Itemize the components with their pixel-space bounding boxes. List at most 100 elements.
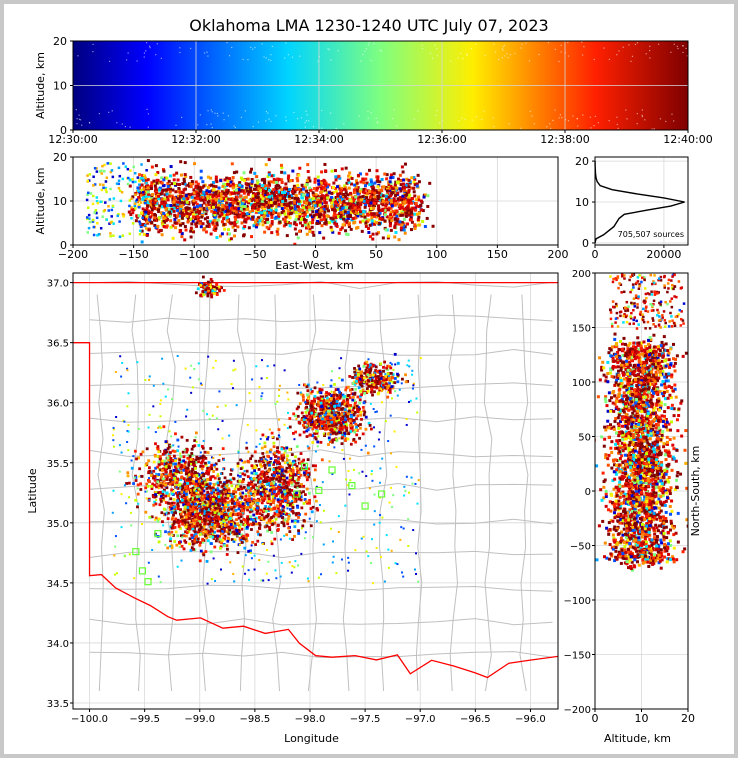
ew-source-point: [371, 204, 375, 208]
map-source-point: [279, 465, 283, 469]
map-source-point: [200, 511, 204, 515]
ew-source-point: [270, 231, 274, 235]
map-source-point: [287, 503, 291, 507]
ew-source-point: [327, 209, 331, 213]
map-source-point: [217, 495, 221, 499]
ew-source-point: [105, 176, 109, 180]
ew-source-point: [253, 205, 257, 209]
ew-source-point: [153, 199, 157, 203]
ew-source-point: [295, 197, 299, 201]
ew-source-point: [298, 202, 302, 206]
map-source-point: [221, 530, 225, 533]
ew-source-point: [227, 206, 231, 210]
map-source-point: [225, 488, 228, 492]
ew-source-point: [410, 220, 414, 224]
time-gap-mark: [285, 116, 287, 118]
map-source-point: [271, 495, 275, 498]
time-gap-mark: [327, 48, 329, 50]
ew-source-point: [341, 201, 345, 205]
ew-source-point: [297, 208, 301, 212]
ew-source-point: [415, 184, 419, 188]
time-gap-mark: [630, 60, 632, 62]
ew-source-point: [161, 168, 165, 172]
ew-source-point: [279, 163, 283, 167]
ew-source-point: [169, 219, 173, 223]
time-gap-mark: [231, 46, 233, 49]
map-source-point: [254, 459, 258, 463]
ew-source-point: [138, 220, 141, 224]
ew-source-point: [331, 217, 335, 221]
map-source-point: [260, 501, 264, 505]
ew-source-point: [216, 189, 220, 193]
time-gap-mark: [317, 60, 319, 62]
ew-source-point: [214, 226, 218, 230]
ew-source-point: [218, 214, 222, 218]
ew-source-point: [241, 200, 245, 204]
ew-source-point: [199, 169, 203, 173]
map-source-point: [269, 448, 273, 452]
ew-source-point: [140, 188, 143, 192]
map-source-point: [299, 491, 303, 495]
ew-source-point: [261, 223, 265, 227]
map-source-point: [210, 542, 213, 546]
ew-source-point: [302, 200, 306, 204]
map-source-point: [252, 484, 256, 488]
ew-source-point: [400, 212, 404, 216]
map-source-point: [221, 539, 225, 542]
time-gap-mark: [521, 43, 523, 45]
map-source-point: [216, 492, 220, 496]
ew-source-point: [360, 214, 364, 218]
ew-source-point: [207, 206, 211, 210]
map-source-point: [207, 501, 211, 505]
ew-source-point: [265, 194, 269, 198]
map-source-point: [272, 474, 276, 477]
ew-source-point: [305, 205, 309, 209]
ew-source-point: [134, 180, 137, 184]
ew-source-point: [133, 202, 137, 205]
ew-source-point: [257, 184, 261, 188]
ew-source-point: [152, 203, 156, 207]
map-source-point: [216, 474, 220, 478]
ew-source-point: [293, 203, 297, 207]
ew-source-point: [142, 232, 146, 236]
ew-source-point: [157, 208, 161, 212]
map-source-point: [222, 497, 226, 501]
map-source-point: [267, 461, 270, 465]
ew-source-point: [240, 204, 244, 208]
ew-source-point: [262, 177, 266, 181]
map-source-point: [275, 492, 279, 496]
map-source-point: [213, 502, 217, 505]
map-source-point: [226, 501, 230, 504]
map-source-point: [179, 512, 183, 516]
time-gap-mark: [436, 55, 438, 57]
ew-source-point: [376, 199, 380, 203]
ew-source-point: [287, 221, 291, 225]
county-line: [342, 294, 351, 692]
ew-source-point: [344, 188, 348, 192]
map-source-point: [272, 485, 275, 489]
map-source-point: [213, 526, 217, 530]
map-source-point: [212, 470, 216, 473]
map-source-point: [212, 483, 216, 487]
ew-source-point: [282, 224, 286, 228]
ew-source-point: [387, 234, 391, 238]
ew-source-point: [169, 225, 173, 229]
ew-source-point: [223, 178, 227, 182]
ew-source-point: [147, 192, 151, 196]
x-tick-label: 12:34:00: [294, 133, 343, 146]
ew-source-point: [221, 208, 225, 212]
ew-source-point: [146, 178, 150, 182]
ew-source-point: [270, 212, 274, 216]
time-gap-mark: [362, 53, 364, 56]
ew-source-point: [395, 214, 399, 218]
ew-source-point: [254, 225, 258, 229]
ew-source-point: [182, 180, 186, 184]
time-gap-mark: [271, 45, 273, 48]
ew-source-point: [160, 201, 164, 205]
map-source-point: [216, 509, 219, 513]
ew-source-point: [153, 201, 157, 205]
map-source-point: [291, 468, 295, 472]
ew-source-point: [385, 197, 389, 201]
ew-source-point: [158, 186, 162, 190]
ew-source-point: [291, 187, 295, 191]
